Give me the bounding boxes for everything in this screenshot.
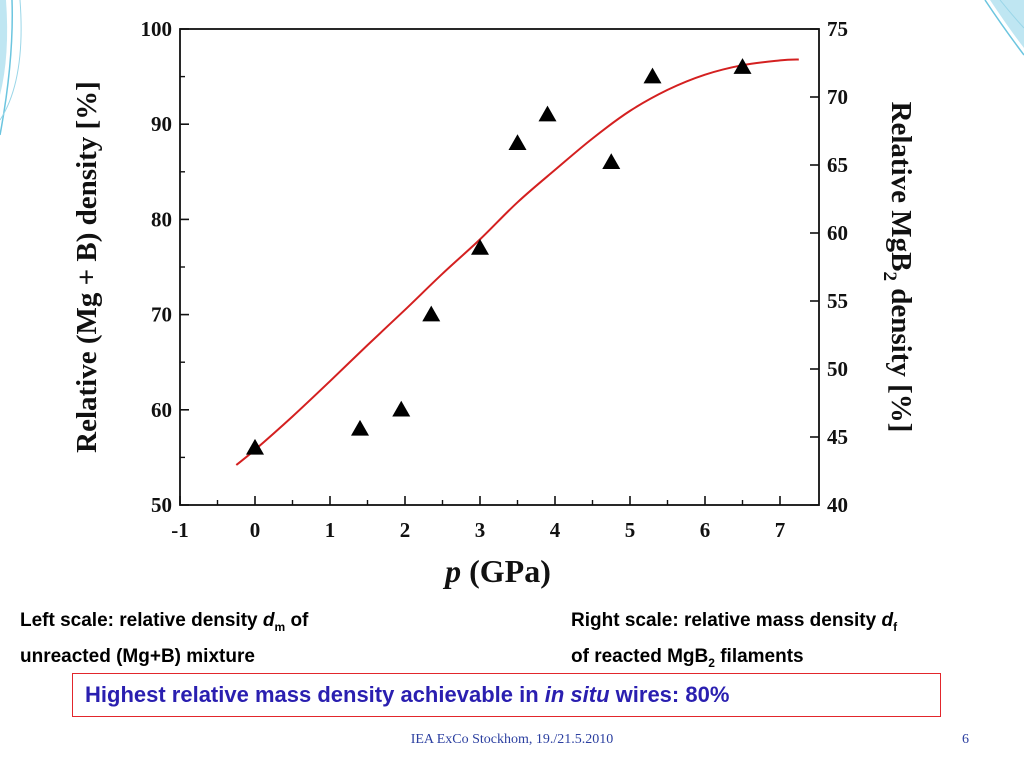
plot-frame bbox=[179, 28, 820, 506]
y-right-tick-label: 65 bbox=[827, 153, 848, 177]
y-right-tick-label: 60 bbox=[827, 221, 848, 245]
y-right-tick-label: 75 bbox=[827, 17, 848, 41]
caption-right-text: Right scale: relative mass density bbox=[571, 610, 882, 631]
y-axis-left-label: Relative (Mg + B) density [%] bbox=[71, 81, 103, 453]
x-tick-label: 1 bbox=[325, 518, 336, 542]
top-right-wave-decoration bbox=[984, 0, 1024, 56]
y-axis-right-label-a: Relative MgB bbox=[885, 102, 917, 272]
page-number: 6 bbox=[962, 732, 969, 747]
data-points bbox=[246, 58, 752, 455]
y-left-tick-label: 50 bbox=[151, 493, 172, 517]
y-axis-right-label-b: density [%] bbox=[885, 281, 917, 432]
y-right-tick-label: 40 bbox=[827, 493, 848, 517]
data-point-triangle bbox=[471, 238, 489, 255]
caption-left-text2: of bbox=[285, 610, 309, 631]
y-right-tick-label: 50 bbox=[827, 357, 848, 381]
data-point-triangle bbox=[422, 305, 441, 322]
caption-right-line2b: filaments bbox=[714, 645, 804, 667]
x-tick-label: 4 bbox=[550, 518, 561, 542]
caption-right-line2: of reacted MgB bbox=[571, 645, 709, 667]
y-left-tick-label: 90 bbox=[151, 112, 172, 136]
caption-left-text: Left scale: relative density bbox=[20, 610, 263, 631]
y-right-tick-label: 70 bbox=[827, 85, 848, 109]
caption-right-sub: f bbox=[893, 619, 898, 634]
y-left-tick-label: 60 bbox=[151, 398, 172, 422]
fit-curve bbox=[235, 58, 799, 466]
fit-curve-line bbox=[235, 58, 799, 466]
x-axis-label-var: p bbox=[442, 553, 461, 589]
density-chart: -1 0 1 2 3 4 5 6 750607080901004045505560657075 … bbox=[71, 17, 917, 589]
y-left-tick-label: 100 bbox=[141, 17, 173, 41]
x-tick-label: 3 bbox=[475, 518, 486, 542]
data-point-triangle bbox=[392, 400, 411, 417]
caption-right-scale: Right scale: relative mass density df of … bbox=[571, 606, 1021, 678]
y-right-tick-label: 45 bbox=[827, 425, 848, 449]
data-point-triangle bbox=[538, 105, 557, 122]
highlight-text: Highest relative mass density achievable… bbox=[85, 682, 545, 707]
caption-left-var: d bbox=[262, 610, 275, 631]
x-tick-label: 0 bbox=[250, 518, 261, 542]
x-tick-label: 5 bbox=[625, 518, 636, 542]
highlight-italic: in situ bbox=[544, 682, 610, 707]
x-tick-label: 6 bbox=[700, 518, 711, 542]
y-axis-right-label-sub: 2 bbox=[879, 271, 900, 281]
x-axis-label-unit: (GPa) bbox=[461, 553, 551, 589]
highlight-box: Highest relative mass density achievable… bbox=[72, 673, 941, 717]
footer-text: IEA ExCo Stockhom, 19./21.5.2010 bbox=[410, 732, 614, 747]
top-left-wave-decoration bbox=[0, 0, 22, 136]
x-tick-label: 7 bbox=[775, 518, 786, 542]
data-point-triangle bbox=[246, 438, 264, 455]
y-left-tick-label: 70 bbox=[151, 303, 172, 327]
x-tick-label: 2 bbox=[400, 518, 411, 542]
caption-left-scale: Left scale: relative density dm of unreac… bbox=[20, 606, 540, 671]
caption-left-sub: m bbox=[274, 619, 286, 634]
data-point-triangle bbox=[602, 153, 621, 170]
highlight-text2: wires: 80% bbox=[609, 682, 730, 707]
caption-left-line2: unreacted (Mg+B) mixture bbox=[20, 645, 255, 667]
data-point-triangle bbox=[508, 134, 527, 150]
data-point-triangle bbox=[351, 419, 369, 436]
caption-right-var: d bbox=[881, 610, 894, 631]
x-axis-label: p (GPa) bbox=[442, 553, 551, 589]
x-tick-label: -1 bbox=[171, 518, 189, 542]
caption-right-line2-sub: 2 bbox=[708, 655, 715, 670]
y-axis-right-label: Relative MgB2 density [%] bbox=[879, 102, 917, 433]
y-left-tick-label: 80 bbox=[151, 207, 172, 231]
y-right-tick-label: 55 bbox=[827, 289, 848, 313]
data-point-triangle bbox=[643, 67, 662, 84]
data-point-triangle bbox=[733, 58, 752, 74]
